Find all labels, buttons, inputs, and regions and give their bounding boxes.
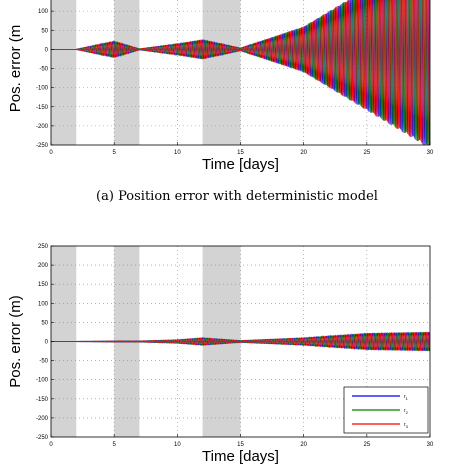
y-tick-label: 200 — [38, 263, 49, 269]
x-axis-label: Time [days] — [202, 156, 279, 173]
x-tick-label: 15 — [237, 442, 244, 448]
y-axis-label: Pos. error (m) — [7, 295, 24, 388]
y-tick-label: -150 — [36, 105, 49, 111]
shaded-interval-0 — [51, 0, 77, 145]
y-tick-label: -100 — [36, 86, 49, 92]
chart-bottom: 0 5 10 15 20 25 30 -250 -200 -150 -100 -50 0 50 100 150… — [7, 244, 434, 465]
x-axis-label: Time [days] — [202, 448, 279, 465]
y-tick-label: -150 — [36, 397, 49, 403]
y-tick-label: 100 — [38, 301, 49, 307]
shaded-interval-1 — [114, 0, 140, 145]
y-tick-label: -250 — [36, 143, 49, 149]
y-tick-label: 100 — [38, 9, 49, 15]
series-line-3 — [76, 0, 430, 145]
y-tick-label: -100 — [36, 378, 49, 384]
chart-top: 0 5 10 15 20 25 30 -250 -200 -150 -100 -50 0 50 100 Tim… — [7, 0, 434, 173]
x-tick-label: 5 — [112, 442, 116, 448]
x-tick-label: 10 — [174, 442, 181, 448]
x-tick-label: 15 — [237, 150, 244, 156]
x-tick-label: 30 — [427, 442, 434, 448]
x-tick-label: 10 — [174, 150, 181, 156]
y-tick-label: -50 — [39, 359, 48, 365]
caption-top: (a) Position error with deterministic mo… — [96, 189, 378, 204]
legend-label-1: r1 — [404, 394, 409, 401]
series-line-3 — [76, 331, 430, 352]
x-tick-label: 0 — [49, 150, 53, 156]
legend-label-2: r2 — [404, 408, 409, 415]
x-tick-label: 5 — [112, 150, 116, 156]
x-tick-label: 30 — [427, 150, 434, 156]
y-tick-label: 150 — [38, 282, 49, 288]
y-tick-label: 0 — [45, 340, 49, 346]
y-tick-label: -250 — [36, 435, 49, 441]
x-tick-label: 0 — [49, 442, 53, 448]
x-tick-label: 20 — [300, 150, 307, 156]
y-tick-label: 250 — [38, 244, 49, 250]
y-tick-label: -50 — [39, 67, 48, 73]
series-layer — [51, 0, 430, 145]
x-tick-label: 20 — [300, 442, 307, 448]
series-line-1 — [76, 331, 430, 352]
shaded-interval-2 — [202, 0, 241, 145]
y-tick-label: 0 — [45, 47, 49, 53]
x-tick-label: 25 — [363, 442, 370, 448]
y-axis-label: Pos. error (m — [7, 25, 24, 113]
legend-label-3: r3 — [404, 422, 409, 429]
series-line-1 — [76, 0, 430, 145]
series-layer — [51, 331, 430, 352]
y-tick-label: 50 — [41, 320, 48, 326]
y-tick-label: 50 — [41, 28, 48, 34]
y-tick-label: -200 — [36, 416, 49, 422]
y-tick-label: -200 — [36, 124, 49, 130]
x-tick-label: 25 — [363, 150, 370, 156]
